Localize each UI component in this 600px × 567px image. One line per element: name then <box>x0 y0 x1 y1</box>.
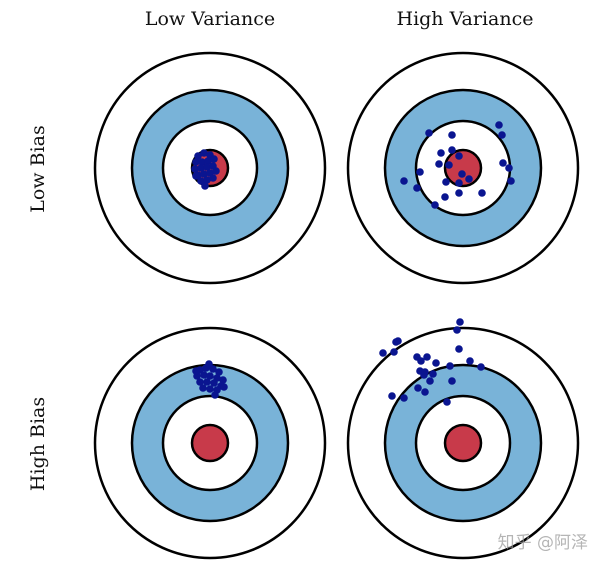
dot-low-bias-high-variance <box>400 177 408 185</box>
dot-high-bias-low-variance <box>211 391 219 399</box>
dot-low-bias-high-variance <box>458 170 466 178</box>
dot-low-bias-high-variance <box>505 164 513 172</box>
dot-high-bias-high-variance <box>414 384 422 392</box>
dot-low-bias-low-variance <box>194 152 202 160</box>
dot-low-bias-low-variance <box>198 158 206 166</box>
dot-low-bias-high-variance <box>431 201 439 209</box>
watermark: 知乎 @阿泽 <box>497 533 588 553</box>
dot-low-bias-high-variance <box>416 168 424 176</box>
dot-low-bias-high-variance <box>448 146 456 154</box>
dot-high-bias-high-variance <box>429 370 437 378</box>
dot-low-bias-low-variance <box>209 174 217 182</box>
dot-high-bias-low-variance <box>215 368 223 376</box>
dot-low-bias-low-variance <box>203 176 211 184</box>
dot-high-bias-high-variance <box>446 362 454 370</box>
dot-low-bias-high-variance <box>442 178 450 186</box>
dot-low-bias-high-variance <box>441 193 449 201</box>
dot-low-bias-high-variance <box>435 160 443 168</box>
dot-high-bias-low-variance <box>220 383 228 391</box>
dot-low-bias-high-variance <box>455 189 463 197</box>
dot-high-bias-low-variance <box>199 384 207 392</box>
dot-low-bias-high-variance <box>478 189 486 197</box>
dot-high-bias-high-variance <box>426 377 434 385</box>
dot-high-bias-low-variance <box>205 360 213 368</box>
dot-high-bias-high-variance <box>443 398 451 406</box>
dot-high-bias-high-variance <box>455 345 463 353</box>
dot-high-bias-low-variance <box>203 378 211 386</box>
dot-low-bias-high-variance <box>499 159 507 167</box>
dot-low-bias-low-variance <box>200 170 208 178</box>
dot-high-bias-low-variance <box>200 371 208 379</box>
dot-low-bias-low-variance <box>210 155 218 163</box>
dot-high-bias-low-variance <box>192 367 200 375</box>
dot-high-bias-low-variance <box>206 372 214 380</box>
dot-high-bias-high-variance <box>456 318 464 326</box>
dot-high-bias-high-variance <box>417 357 425 365</box>
dot-low-bias-high-variance <box>498 131 506 139</box>
dot-low-bias-high-variance <box>425 129 433 137</box>
dot-high-bias-high-variance <box>423 353 431 361</box>
dot-high-bias-high-variance <box>421 388 429 396</box>
dot-high-bias-high-variance <box>379 349 387 357</box>
dot-high-bias-high-variance <box>432 359 440 367</box>
dot-high-bias-high-variance <box>388 392 396 400</box>
dot-high-bias-high-variance <box>448 377 456 385</box>
dot-high-bias-high-variance <box>477 363 485 371</box>
dot-low-bias-low-variance <box>204 157 212 165</box>
dot-low-bias-high-variance <box>413 184 421 192</box>
dot-low-bias-high-variance <box>455 179 463 187</box>
dot-low-bias-high-variance <box>455 152 463 160</box>
target-bullseye <box>190 423 230 463</box>
dot-high-bias-high-variance <box>420 371 428 379</box>
target-bullseye <box>443 423 483 463</box>
dot-low-bias-high-variance <box>448 131 456 139</box>
dot-low-bias-low-variance <box>191 165 199 173</box>
dot-high-bias-low-variance <box>206 385 214 393</box>
dot-low-bias-low-variance <box>203 163 211 171</box>
dot-low-bias-low-variance <box>197 164 205 172</box>
dot-low-bias-high-variance <box>507 177 515 185</box>
dot-low-bias-high-variance <box>465 175 473 183</box>
dot-high-bias-low-variance <box>210 379 218 387</box>
dot-high-bias-high-variance <box>453 326 461 334</box>
dot-low-bias-high-variance <box>437 149 445 157</box>
dot-low-bias-low-variance <box>192 158 200 166</box>
dot-high-bias-high-variance <box>400 394 408 402</box>
dot-high-bias-low-variance <box>219 376 227 384</box>
dot-low-bias-low-variance <box>192 172 200 180</box>
dot-high-bias-high-variance <box>392 338 400 346</box>
column-label-high-variance: High Variance <box>396 8 534 30</box>
dot-high-bias-high-variance <box>466 357 474 365</box>
dot-low-bias-low-variance <box>200 149 208 157</box>
dot-low-bias-high-variance <box>445 161 453 169</box>
dot-high-bias-high-variance <box>390 348 398 356</box>
dot-high-bias-low-variance <box>196 378 204 386</box>
column-label-low-variance: Low Variance <box>144 8 276 30</box>
dot-low-bias-high-variance <box>495 121 503 129</box>
dot-low-bias-low-variance <box>212 167 220 175</box>
dot-low-bias-low-variance <box>201 182 209 190</box>
